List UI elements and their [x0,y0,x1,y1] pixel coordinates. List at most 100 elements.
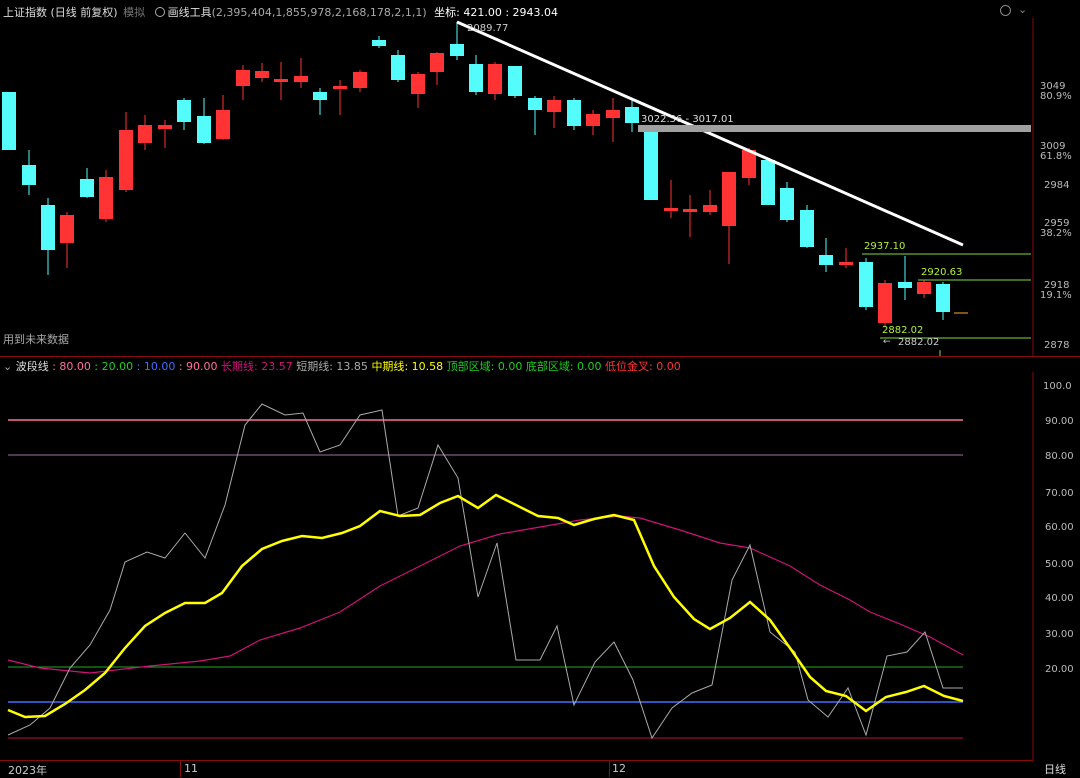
candle [294,58,308,88]
indicator-tick: 100.0 [1043,381,1072,392]
date-label-start: 2023年 [8,764,47,777]
candle [411,72,425,108]
price-tick: 38.2% [1040,228,1072,239]
indicator-axis: 100.0 90.00 80.00 70.00 60.00 50.00 40.0… [1043,381,1074,675]
chart-mode: (日线 前复权) [50,6,118,19]
date-label-12: 12 [612,762,626,775]
short-line [7,403,963,740]
indicator-tick: 20.00 [1045,664,1074,675]
month-tick [180,761,181,777]
candle [255,63,269,82]
price-tick: 2918 [1044,280,1069,291]
resistance-zone[interactable] [638,125,1031,132]
mid-line-label: 中期线 [371,360,405,373]
candle [216,95,230,140]
candle [722,172,736,264]
candle [528,96,542,135]
candle [430,52,444,85]
sim-label[interactable]: 模拟 [123,6,146,19]
candle [898,256,912,300]
candle [703,190,717,215]
bottom-zone-value: : 0.00 [569,360,602,373]
level1-label: 2937.10 [864,241,905,252]
chevron-down-icon[interactable]: ⌄ [3,360,13,373]
candle [469,55,483,95]
indicator-tick: 50.00 [1045,559,1074,570]
date-axis: 2023年 11 12 [0,760,1033,778]
low-label: 2882.02 [898,337,939,348]
candle [780,182,794,222]
candle [761,158,775,205]
candle [41,198,55,275]
indicator-header: ⌄ 波段线 : 80.00 : 20.00 : 10.00 : 90.00 长期… [3,358,681,374]
candle [917,280,931,298]
indicator-val-10: : 10.00 [136,360,176,373]
indicator-chart[interactable]: 100.0 90.00 80.00 70.00 60.00 50.00 40.0… [0,372,1080,760]
price-tick: 3009 [1040,141,1065,152]
candle [800,205,814,248]
candle [683,195,697,237]
candle [22,150,36,195]
candle [839,248,853,268]
high-label: 2089.77 [467,23,508,34]
chevron-down-icon[interactable]: ⌄ [1018,3,1028,16]
tool-icon[interactable] [154,7,165,17]
candle [644,128,658,200]
panel-divider [0,356,1080,357]
price-tick: 80.9% [1040,91,1072,102]
candle [547,96,561,128]
tool-label[interactable]: 画线工具 [167,6,212,19]
candle [819,238,833,272]
candle [99,170,113,222]
indicator-tick: 90.00 [1045,416,1074,427]
candle [60,212,74,268]
period-button[interactable]: 日线 [1044,763,1066,776]
price-tick: 19.1% [1040,290,1072,301]
coord-label: 坐标: [434,6,460,19]
candle [508,66,522,98]
indicator-tick: 30.00 [1045,629,1074,640]
indicator-val-90: : 90.00 [178,360,218,373]
candle [138,115,152,150]
candle [936,282,950,320]
price-chart[interactable]: 3049 80.9% 3009 61.8% 2984 2959 38.2% 29… [0,18,1080,356]
candle [488,62,502,100]
candle [274,62,288,100]
candle [236,65,250,100]
index-name: 上证指数 [3,6,47,19]
candle [878,280,892,326]
indicator-name[interactable]: 波段线 [15,360,49,373]
candle [372,36,386,48]
price-tick: 2984 [1044,180,1069,191]
candle [2,92,16,150]
indicator-tick: 60.00 [1045,522,1074,533]
mid-line [7,493,964,719]
top-zone-label: 顶部区域 [446,360,491,373]
price-tick: 61.8% [1040,151,1072,162]
candle [606,98,620,142]
candle [313,88,327,115]
candlesticks [2,22,968,326]
candle [119,112,133,192]
short-line-label: 短期线 [296,360,330,373]
candle [586,110,600,135]
indicator-tick: 80.00 [1045,451,1074,462]
indicator-val-20: : 20.00 [94,360,134,373]
candle [177,98,191,130]
price-chart-header: 上证指数 (日线 前复权) 模拟 画线工具(2,395,404,1,855,97… [3,4,558,20]
date-label-11: 11 [184,762,198,775]
coord-value: 421.00 : 2943.04 [463,6,559,19]
golden-cross-value: : 0.00 [649,360,681,373]
future-data-note: 用到未来数据 [3,333,69,346]
golden-cross-label: 低位金叉 [605,360,650,373]
long-line-value: : 23.57 [254,360,293,373]
level3-label: 2882.02 [882,325,923,336]
bottom-zone-label: 底部区域 [525,360,570,373]
candle [333,80,347,115]
low-arrow-icon: ← [883,337,891,347]
short-line-value: : 13.85 [329,360,368,373]
candle [567,98,581,130]
trend-line[interactable] [456,20,964,247]
settings-icon[interactable] [1000,5,1011,16]
candle [197,98,211,144]
